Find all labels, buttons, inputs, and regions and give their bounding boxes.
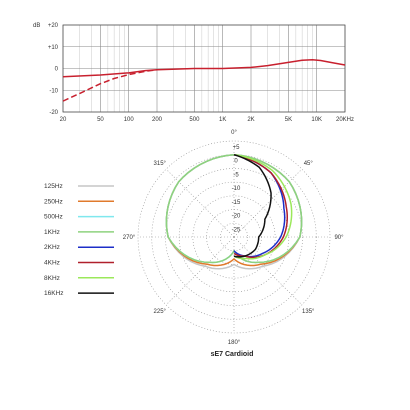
legend-label-8khz: 8KHz bbox=[44, 275, 60, 282]
legend-label-250hz: 250Hz bbox=[44, 198, 63, 205]
polar-spoke bbox=[165, 168, 235, 238]
polar-pattern-chart: 0° 45° 90° 135° 180° 225° 270° 315° +5 0 -5 -10 -15 -… bbox=[123, 130, 344, 346]
radial-label: -25 bbox=[232, 227, 241, 233]
x-tick-label: 20KHz bbox=[336, 117, 354, 123]
radial-label: 0 bbox=[234, 159, 238, 165]
polar-series-8khz bbox=[233, 153, 293, 260]
response-line bbox=[62, 59, 346, 78]
angle-label: 225° bbox=[154, 309, 167, 315]
polar-legend: 125Hz 250Hz 500Hz 1KHz 2KHz 4KHz 8KHz 16KHz bbox=[44, 183, 114, 297]
angle-label: 0° bbox=[231, 130, 237, 136]
y-tick-label: +20 bbox=[48, 23, 59, 29]
y-tick-label: +10 bbox=[48, 45, 59, 51]
frequency-response-chart: 20 50 100 200 500 1K 2K 5K 10K 20KHz +20 +10 0 -10 -20… bbox=[33, 23, 354, 123]
x-tick-label: 50 bbox=[97, 117, 104, 123]
angle-label: 270° bbox=[123, 235, 136, 241]
legend-label-1khz: 1KHz bbox=[44, 229, 60, 236]
radial-label: +5 bbox=[233, 145, 241, 151]
legend-label-500hz: 500Hz bbox=[44, 214, 63, 221]
y-tick-label: -10 bbox=[49, 88, 58, 94]
polar-spoke bbox=[233, 236, 303, 306]
x-tick-label: 500 bbox=[189, 117, 200, 123]
radial-label: -20 bbox=[232, 214, 241, 220]
polar-spoke bbox=[165, 236, 235, 306]
x-tick-label: 2K bbox=[247, 117, 254, 123]
polar-series-250hz bbox=[165, 153, 303, 267]
x-tick-label: 1K bbox=[219, 117, 226, 123]
x-tick-label: 5K bbox=[285, 117, 292, 123]
polar-ring bbox=[137, 140, 331, 334]
x-tick-label: 100 bbox=[124, 117, 135, 123]
angle-label: 45° bbox=[304, 161, 314, 167]
polar-series-16khz bbox=[233, 153, 272, 258]
angle-label: 180° bbox=[228, 340, 241, 346]
y-tick-label: -20 bbox=[49, 110, 58, 116]
polar-ring bbox=[192, 195, 276, 279]
radial-label: -10 bbox=[232, 186, 241, 192]
legend-label-125hz: 125Hz bbox=[44, 183, 63, 190]
plot-frame bbox=[62, 24, 346, 113]
radial-label: -15 bbox=[232, 200, 241, 206]
y-tick-label: 0 bbox=[55, 67, 59, 73]
polar-spoke bbox=[233, 168, 303, 238]
legend-label-4khz: 4KHz bbox=[44, 260, 60, 267]
angle-label: 135° bbox=[302, 309, 315, 315]
response-line-dashed bbox=[62, 69, 158, 102]
legend-label-2khz: 2KHz bbox=[44, 244, 60, 251]
legend-label-16khz: 16KHz bbox=[44, 290, 64, 297]
x-tick-label: 200 bbox=[152, 117, 163, 123]
polar-chart-title: sE7 Cardioid bbox=[211, 351, 254, 358]
x-tick-label: 20 bbox=[60, 117, 67, 123]
radial-label: -5 bbox=[233, 172, 239, 178]
angle-label: 90° bbox=[334, 235, 344, 241]
x-tick-label: 10K bbox=[311, 117, 322, 123]
angle-label: 315° bbox=[154, 161, 167, 167]
polar-ring bbox=[165, 168, 303, 306]
y-axis-label: dB bbox=[33, 23, 40, 29]
